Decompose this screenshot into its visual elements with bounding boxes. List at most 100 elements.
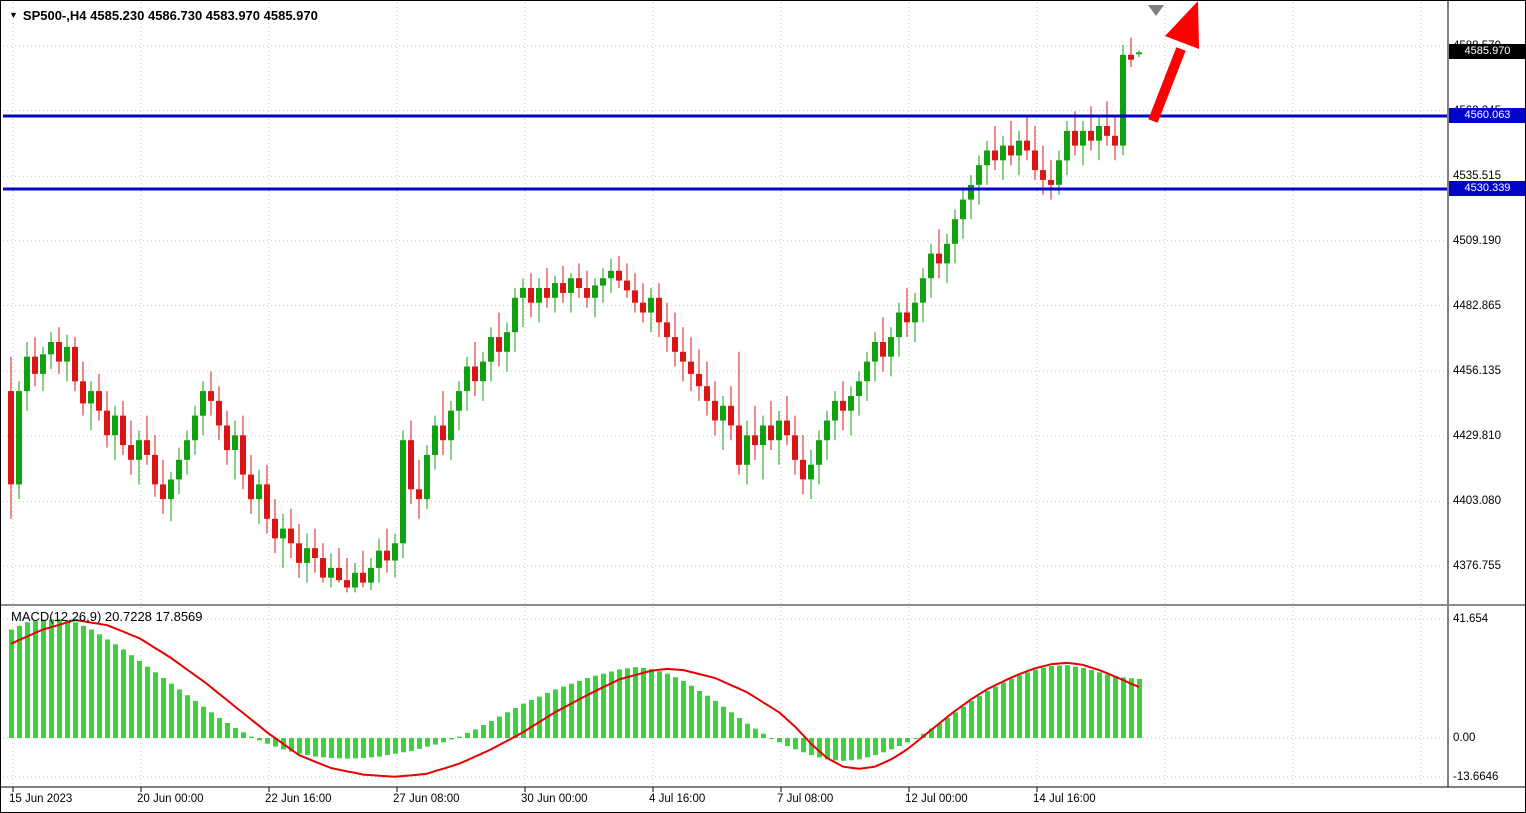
candle-body (704, 386, 710, 401)
symbol-info: ▼ SP500-,H4 4585.230 4586.730 4583.970 45… (9, 8, 318, 23)
macd-histogram-bar (105, 639, 110, 738)
candle-body (72, 346, 78, 382)
macd-histogram-bar (553, 689, 558, 738)
macd-histogram-bar (745, 723, 750, 738)
candle-body (624, 280, 630, 291)
macd-histogram-bar (97, 634, 102, 738)
macd-histogram-bar (777, 738, 782, 743)
candle-body (920, 278, 926, 303)
macd-histogram-bar (1009, 678, 1014, 738)
macd-histogram-bar (313, 738, 318, 757)
candle-body (976, 165, 982, 185)
candle-body (384, 550, 390, 561)
candle-body (560, 283, 566, 293)
candle-body (936, 253, 942, 264)
candle-body (328, 567, 334, 578)
macd-histogram-bar (753, 728, 758, 738)
macd-histogram-bar (801, 738, 806, 753)
candle-body (672, 337, 678, 352)
candle-body (80, 381, 86, 404)
macd-histogram-bar (841, 738, 846, 761)
macd-histogram-bar (225, 722, 230, 738)
candle-body (312, 548, 318, 558)
trend-arrow-head-icon[interactable] (1165, 1, 1199, 49)
macd-histogram-bar (1137, 678, 1142, 738)
macd-histogram-bar (57, 619, 62, 738)
candle-body (984, 150, 990, 166)
macd-histogram-bar (561, 686, 566, 738)
candle-body (264, 484, 270, 519)
macd-histogram-bar (881, 738, 886, 753)
macd-histogram-bar (249, 736, 254, 738)
macd-histogram-bar (937, 723, 942, 738)
candle-body (952, 219, 958, 244)
candle-body (568, 278, 574, 293)
candle-body (1024, 140, 1030, 151)
candle-body (408, 440, 414, 490)
macd-histogram-bar (217, 718, 222, 738)
candle-body (1000, 145, 1006, 161)
macd-histogram-bar (761, 733, 766, 738)
macd-histogram-bar (953, 712, 958, 738)
candle-body (944, 243, 950, 264)
candle-body (760, 425, 766, 446)
macd-histogram-bar (201, 706, 206, 738)
candle-body (64, 346, 70, 362)
candle-body (992, 150, 998, 161)
macd-histogram-bar (785, 738, 790, 746)
candle-body (896, 312, 902, 338)
chart-shift-marker-icon[interactable] (1148, 5, 1164, 16)
macd-histogram-bar (849, 738, 854, 761)
macd-histogram-bar (169, 683, 174, 738)
macd-histogram-bar (505, 712, 510, 738)
candle-body (376, 550, 382, 568)
macd-histogram-bar (569, 683, 574, 738)
candle-body (1040, 170, 1046, 180)
candle-body (200, 391, 206, 416)
macd-histogram-bar (1113, 676, 1118, 738)
candle-body (816, 440, 822, 465)
macd-histogram-bar (73, 622, 78, 738)
candle-body (648, 297, 654, 313)
candle-body (1136, 52, 1142, 55)
candle-body (544, 288, 550, 298)
macd-histogram-bar (33, 620, 38, 738)
candle-body (608, 270, 614, 279)
candle-body (504, 332, 510, 352)
macd-histogram-bar (681, 680, 686, 738)
macd-histogram-bar (897, 738, 902, 746)
candle-body (768, 425, 774, 441)
macd-histogram-bar (489, 720, 494, 738)
macd-histogram-bar (993, 686, 998, 738)
candle-body (776, 420, 782, 441)
candle-body (792, 435, 798, 460)
candle-body (144, 440, 150, 455)
macd-histogram-bar (1121, 677, 1126, 738)
macd-histogram-bar (585, 678, 590, 738)
macd-histogram-bar (113, 644, 118, 738)
candle-body (488, 337, 494, 362)
candle-body (56, 342, 62, 362)
macd-histogram-bar (913, 738, 918, 739)
macd-histogram-bar (905, 738, 910, 743)
macd-histogram-bar (817, 738, 822, 758)
macd-histogram-bar (577, 680, 582, 738)
candle-body (712, 400, 718, 421)
candle-body (1016, 140, 1022, 156)
candle-body (216, 400, 222, 426)
macd-histogram-bar (1041, 667, 1046, 738)
macd-histogram-bar (209, 712, 214, 738)
macd-histogram-bar (889, 738, 894, 750)
candle-body (856, 381, 862, 396)
candle-body (96, 391, 102, 411)
candle-body (392, 543, 398, 561)
macd-histogram-bar (49, 619, 54, 738)
macd-histogram-bar (601, 673, 606, 738)
candle-body (344, 580, 350, 588)
macd-histogram-bar (713, 700, 718, 738)
trend-arrow-shaft[interactable] (1148, 47, 1186, 123)
candle-body (688, 361, 694, 374)
candle-body (432, 425, 438, 455)
candle-body (576, 278, 582, 288)
